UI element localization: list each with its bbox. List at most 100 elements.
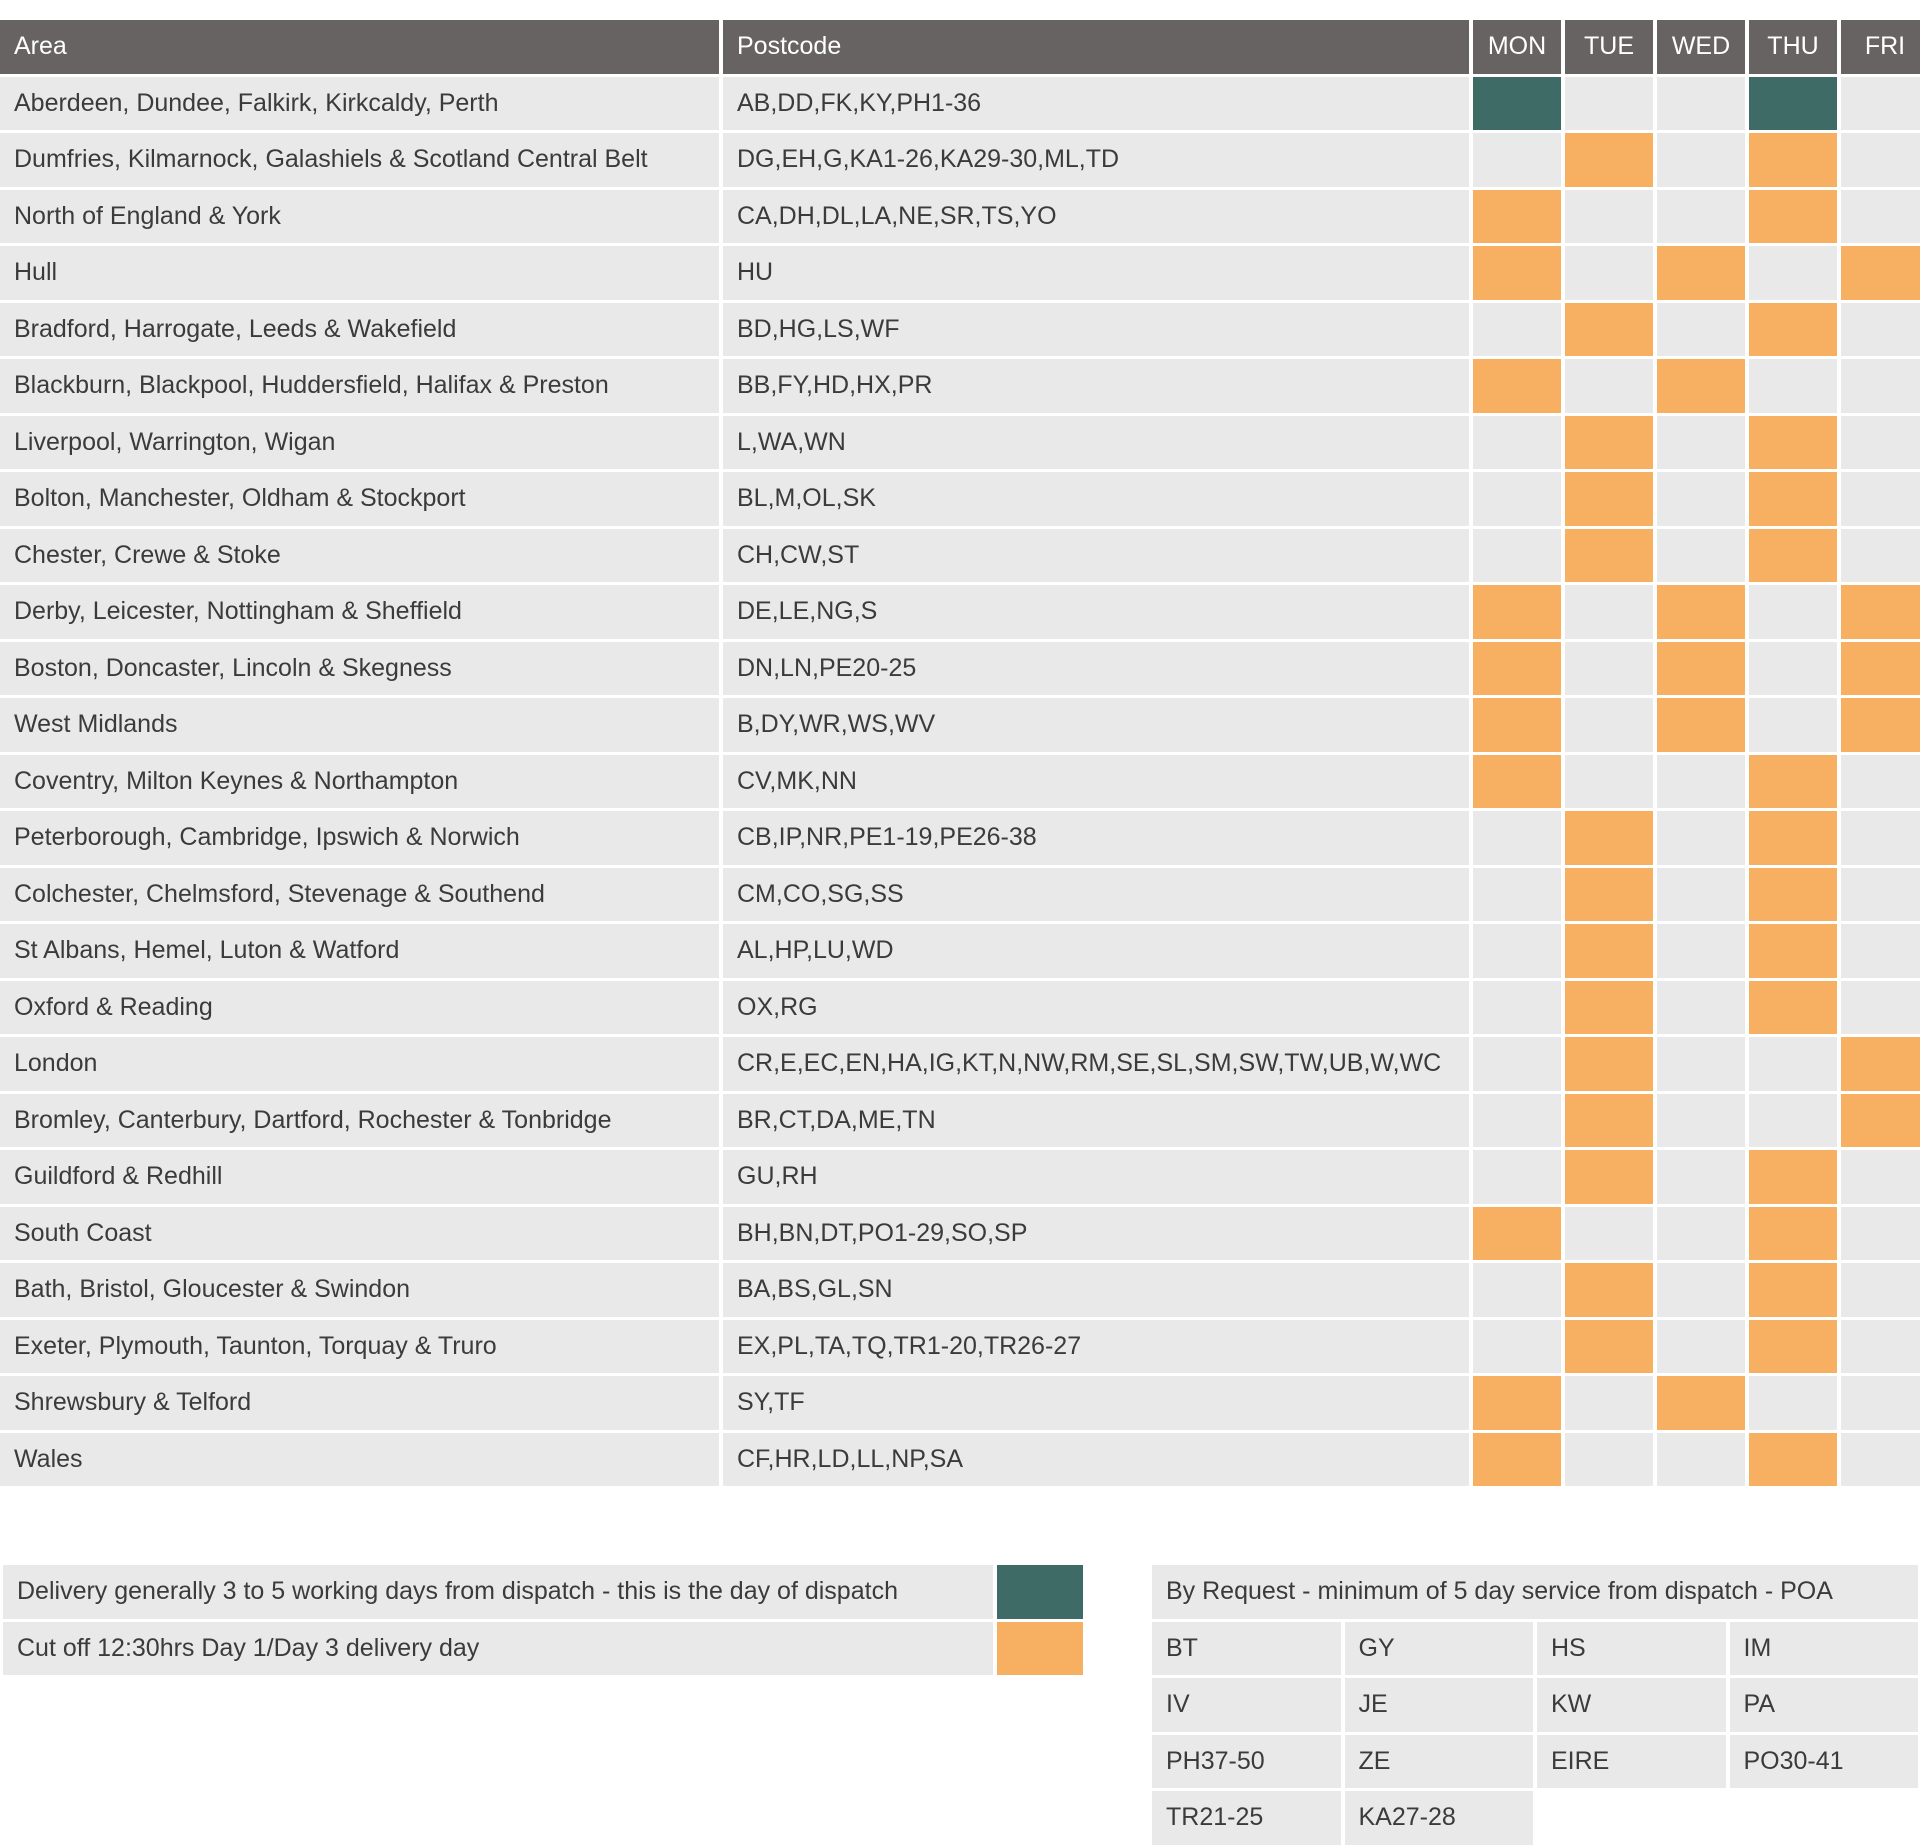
day-cell-fri-empty	[1841, 1263, 1920, 1317]
area-cell: Aberdeen, Dundee, Falkirk, Kirkcaldy, Pe…	[0, 76, 719, 130]
legend-delivery-label: Cut off 12:30hrs Day 1/Day 3 delivery da…	[3, 1621, 993, 1675]
day-cell-wed-empty	[1657, 528, 1745, 582]
day-cell-thu-delivery	[1749, 302, 1837, 356]
day-cell-fri-empty	[1841, 76, 1920, 130]
day-cell-wed-empty	[1657, 1150, 1745, 1204]
postcode-cell: BL,M,OL,SK	[723, 472, 1469, 526]
postcode-cell: CH,CW,ST	[723, 528, 1469, 582]
day-cell-wed-delivery	[1657, 359, 1745, 413]
day-cell-mon-delivery	[1473, 698, 1561, 752]
day-cell-thu-delivery	[1749, 754, 1837, 808]
day-cell-thu-empty	[1749, 246, 1837, 300]
day-cell-thu-delivery	[1749, 867, 1837, 921]
area-column-header: Area	[0, 20, 719, 74]
postcode-cell: B,DY,WR,WS,WV	[723, 698, 1469, 752]
postcode-cell: BD,HG,LS,WF	[723, 302, 1469, 356]
day-cell-wed-delivery	[1657, 1376, 1745, 1430]
day-cell-fri-empty	[1841, 1206, 1920, 1260]
postcode-cell: HU	[723, 246, 1469, 300]
postcode-cell: BR,CT,DA,ME,TN	[723, 1093, 1469, 1147]
postcode-cell: EX,PL,TA,TQ,TR1-20,TR26-27	[723, 1319, 1469, 1373]
day-cell-fri-delivery	[1841, 246, 1920, 300]
day-cell-tue-delivery	[1565, 528, 1653, 582]
day-header-mon: MON	[1473, 20, 1561, 74]
postcode-column-header: Postcode	[723, 20, 1469, 74]
day-cell-thu-dispatch	[1749, 76, 1837, 130]
day-cell-fri-empty	[1841, 924, 1920, 978]
day-cell-fri-empty	[1841, 415, 1920, 469]
day-cell-tue-empty	[1565, 1432, 1653, 1486]
day-cell-fri-empty	[1841, 133, 1920, 187]
day-cell-wed-empty	[1657, 754, 1745, 808]
area-cell: Guildford & Redhill	[0, 1150, 719, 1204]
day-cell-thu-delivery	[1749, 980, 1837, 1034]
postcode-cell: SY,TF	[723, 1376, 1469, 1430]
area-cell: South Coast	[0, 1206, 719, 1260]
by-request-title: By Request - minimum of 5 day service fr…	[1152, 1565, 1918, 1619]
day-cell-tue-delivery	[1565, 415, 1653, 469]
day-cell-tue-empty	[1565, 76, 1653, 130]
day-cell-mon-empty	[1473, 980, 1561, 1034]
day-cell-wed-delivery	[1657, 246, 1745, 300]
day-cell-tue-empty	[1565, 754, 1653, 808]
request-code-cell: TR21-25	[1152, 1791, 1341, 1845]
day-cell-tue-delivery	[1565, 811, 1653, 865]
day-cell-wed-empty	[1657, 472, 1745, 526]
day-cell-fri-empty	[1841, 1319, 1920, 1373]
day-cell-mon-empty	[1473, 472, 1561, 526]
area-cell: Peterborough, Cambridge, Ipswich & Norwi…	[0, 811, 719, 865]
day-cell-mon-delivery	[1473, 1376, 1561, 1430]
area-cell: Chester, Crewe & Stoke	[0, 528, 719, 582]
legend-delivery-swatch	[997, 1621, 1083, 1675]
postcode-cell: GU,RH	[723, 1150, 1469, 1204]
area-cell: Oxford & Reading	[0, 980, 719, 1034]
postcode-cell: OX,RG	[723, 980, 1469, 1034]
day-cell-tue-empty	[1565, 359, 1653, 413]
area-cell: Blackburn, Blackpool, Huddersfield, Hali…	[0, 359, 719, 413]
request-code-cell: GY	[1344, 1621, 1533, 1675]
day-cell-mon-empty	[1473, 302, 1561, 356]
day-cell-tue-empty	[1565, 585, 1653, 639]
area-cell: Bath, Bristol, Gloucester & Swindon	[0, 1263, 719, 1317]
request-code-cell: PA	[1729, 1678, 1918, 1732]
request-code-cell: PH37-50	[1152, 1734, 1341, 1788]
day-cell-wed-empty	[1657, 811, 1745, 865]
day-cell-thu-delivery	[1749, 811, 1837, 865]
day-cell-thu-delivery	[1749, 189, 1837, 243]
day-cell-mon-delivery	[1473, 359, 1561, 413]
day-cell-fri-empty	[1841, 1432, 1920, 1486]
day-header-tue: TUE	[1565, 20, 1653, 74]
day-cell-tue-delivery	[1565, 980, 1653, 1034]
day-cell-mon-dispatch	[1473, 76, 1561, 130]
area-cell: Boston, Doncaster, Lincoln & Skegness	[0, 641, 719, 695]
area-cell: Dumfries, Kilmarnock, Galashiels & Scotl…	[0, 133, 719, 187]
day-cell-wed-empty	[1657, 189, 1745, 243]
day-cell-tue-empty	[1565, 1206, 1653, 1260]
day-cell-mon-delivery	[1473, 1206, 1561, 1260]
request-code-cell: IV	[1152, 1678, 1341, 1732]
day-cell-mon-delivery	[1473, 585, 1561, 639]
day-cell-thu-delivery	[1749, 1319, 1837, 1373]
day-cell-thu-empty	[1749, 1376, 1837, 1430]
day-cell-wed-empty	[1657, 1319, 1745, 1373]
request-code-cell: BT	[1152, 1621, 1341, 1675]
postcode-cell: CM,CO,SG,SS	[723, 867, 1469, 921]
day-cell-tue-delivery	[1565, 1263, 1653, 1317]
postcode-cell: CR,E,EC,EN,HA,IG,KT,N,NW,RM,SE,SL,SM,SW,…	[723, 1037, 1469, 1091]
day-cell-wed-empty	[1657, 415, 1745, 469]
postcode-cell: CA,DH,DL,LA,NE,SR,TS,YO	[723, 189, 1469, 243]
day-cell-wed-empty	[1657, 867, 1745, 921]
day-cell-fri-empty	[1841, 980, 1920, 1034]
day-cell-fri-delivery	[1841, 585, 1920, 639]
day-cell-tue-empty	[1565, 246, 1653, 300]
day-cell-wed-empty	[1657, 1432, 1745, 1486]
day-cell-mon-empty	[1473, 415, 1561, 469]
day-cell-tue-empty	[1565, 698, 1653, 752]
day-cell-fri-empty	[1841, 811, 1920, 865]
day-cell-wed-delivery	[1657, 585, 1745, 639]
legend: Delivery generally 3 to 5 working days f…	[3, 1565, 1083, 1675]
request-code-cell: EIRE	[1537, 1734, 1726, 1788]
postcode-cell: CB,IP,NR,PE1-19,PE26-38	[723, 811, 1469, 865]
day-cell-tue-delivery	[1565, 1319, 1653, 1373]
day-cell-tue-delivery	[1565, 1150, 1653, 1204]
